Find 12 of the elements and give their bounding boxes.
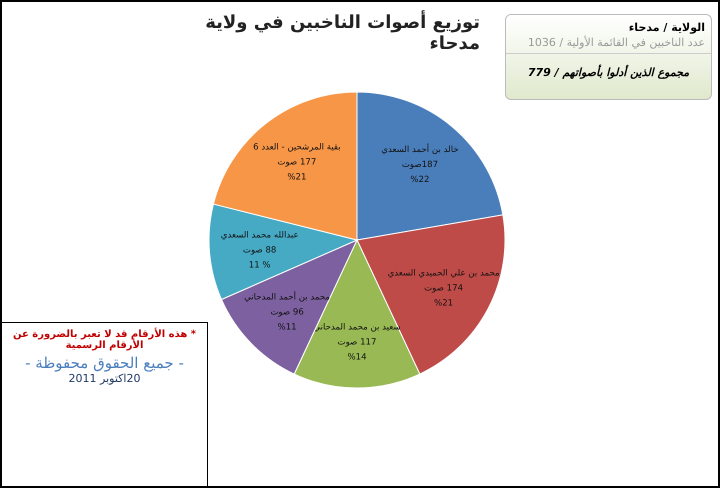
- slice-label: خالد بن أحمد السعدي: [381, 143, 459, 156]
- slice-label: بقية المرشحين - العدد 6: [253, 142, 341, 153]
- slice-label: محمد بن أحمد المدحاني: [244, 290, 330, 302]
- slice-label: محمد بن علي الحميدي السعدي: [388, 268, 500, 279]
- text: عدد الناخبين في القائمة الأولية / 1036: [506, 34, 711, 54]
- text: - جميع الحقوق محفوظة -: [24, 353, 185, 372]
- chart-title: توزيع أصوات الناخبين في ولاية مدحاء: [204, 12, 480, 54]
- slice-label: عبدالله محمد السعدي: [220, 230, 299, 240]
- text: 20اكتوبر 2011: [68, 372, 142, 385]
- text: * هذه الأرقام قد لا تعبر بالضرورة عن الأرقام الرسمية: [12, 326, 197, 351]
- text: مجموع الذين أدلوا بأصواتهم / 779: [526, 64, 690, 79]
- text: الولاية / مدحاء: [628, 20, 706, 34]
